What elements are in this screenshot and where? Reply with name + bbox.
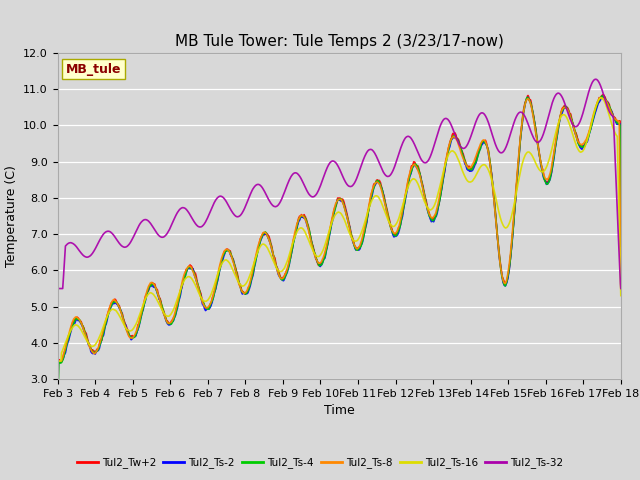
Title: MB Tule Tower: Tule Temps 2 (3/23/17-now): MB Tule Tower: Tule Temps 2 (3/23/17-now… <box>175 34 504 49</box>
Y-axis label: Temperature (C): Temperature (C) <box>4 165 17 267</box>
Text: MB_tule: MB_tule <box>66 62 122 75</box>
Legend: Tul2_Tw+2, Tul2_Ts-2, Tul2_Ts-4, Tul2_Ts-8, Tul2_Ts-16, Tul2_Ts-32: Tul2_Tw+2, Tul2_Ts-2, Tul2_Ts-4, Tul2_Ts… <box>72 453 568 472</box>
X-axis label: Time: Time <box>324 405 355 418</box>
